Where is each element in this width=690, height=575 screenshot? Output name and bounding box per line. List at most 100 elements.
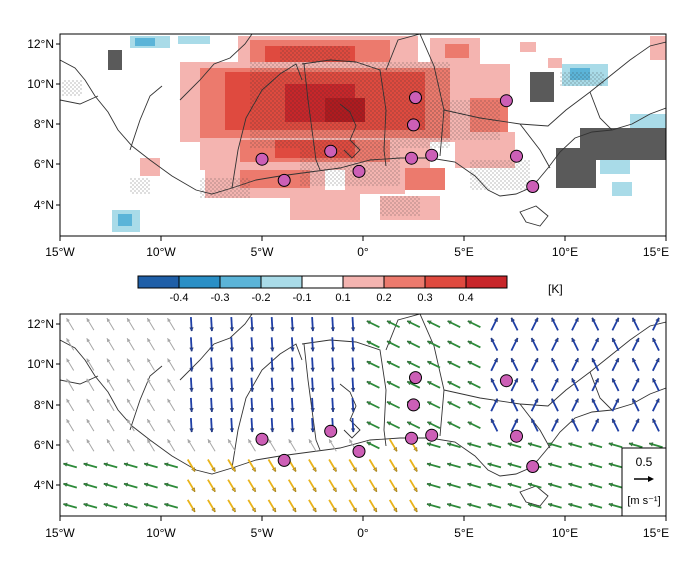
reference-vector-value: 0.5 [636,455,653,469]
wind-vector-head [189,347,194,352]
wind-vector-head [366,421,372,426]
wind-vector-head [127,358,131,363]
wind-vector-head [527,502,533,508]
wind-vector-head [366,320,372,325]
colorbar: -0.4 -0.3 -0.2 -0.1 0.1 0.2 0.3 0.4 [K] [137,275,563,304]
colorbar-boxes [137,275,508,289]
wind-vector-head [66,398,70,403]
wind-vector-head [406,340,412,345]
wind-vector-head [554,378,559,383]
wind-vector-head [86,358,91,363]
wind-vector-head [554,337,559,343]
top-lat-label-6n: 6°N [34,157,54,171]
wind-vector-head [350,408,356,413]
colorbar-box [137,275,180,289]
wind-vector-head [608,502,613,508]
wind-vector-head [635,337,640,343]
wind-vector-head [406,320,412,325]
wind-vector-head [632,398,637,403]
wind-vector-head [288,439,293,444]
wind-vector-head [143,482,149,487]
wind-vector-head [426,442,432,447]
station-marker [510,149,523,163]
wind-vector-head [446,462,452,467]
wind-vector-head [292,467,297,472]
colorbar-box [301,275,344,289]
wind-vector-head [547,502,553,508]
wind-vector-head [270,367,275,372]
wind-vector-head [209,408,214,413]
wind-vector-head [127,378,131,383]
wind-vector-head [427,320,432,325]
wind-vector-head [571,337,576,343]
wind-vector-head [86,398,91,403]
wind-vector-head [63,462,68,467]
wind-vector-head [393,487,398,492]
wind-vector-head [551,357,556,363]
top-lon-label-0: 0° [357,245,369,259]
significance-stippling [62,46,604,216]
wind-vector-head [249,408,255,413]
station-marker [405,151,418,165]
wind-vector-head [547,482,553,487]
wind-vector-head [63,482,68,487]
wind-vector-head [290,428,295,433]
wind-vector-head [554,418,559,424]
wind-vector-head [127,439,131,444]
colorbar-tick-m01: -0.1 [293,292,312,304]
reference-vector-legend: 0.5 [m s⁻¹] [621,447,667,517]
wind-vector-head [511,317,515,323]
wind-vector-head [272,467,276,472]
wind-vector-head [229,367,235,372]
wind-vector-head [514,418,518,424]
wind-vector-head [467,442,472,447]
station-marker [405,431,418,445]
wind-vector-head [191,467,196,472]
wind-vector-head [209,428,214,433]
wind-vector-head [366,361,372,365]
top-lat-label-10n: 10°N [27,77,54,91]
bottom-lat-label-10n: 10°N [27,357,54,371]
wind-vector-head [447,381,452,386]
bottom-coastline [60,314,666,507]
wind-vector-head [386,381,392,386]
station-marker [324,424,338,438]
wind-vector-head [249,347,255,352]
wind-vector-head [467,462,472,467]
wind-vector-head [310,387,315,393]
wind-vector-head [209,347,214,352]
wind-vector-head [330,367,336,372]
wind-vector-head [547,442,553,447]
wind-vector-head [574,317,579,323]
wind-vector-head [310,428,315,433]
wind-vector-head [591,398,596,403]
wind-vector-head [292,487,297,492]
wind-vector-head [386,320,392,325]
station-marker [499,94,513,108]
wind-vector-head [272,507,276,513]
wind-vector-head [568,462,573,467]
wind-vector-head [413,487,418,492]
wind-vector-head [507,482,512,487]
wind-vector-head [127,419,131,424]
wind-vector-head [249,367,255,372]
wind-vector-head [231,487,236,492]
wind-vector-head [373,507,377,513]
wind-vector-head [447,320,452,325]
wind-vector-head [652,337,657,343]
wind-vector-head [209,327,214,332]
wind-vector-head [251,507,256,513]
wind-vector-head [490,337,495,343]
station-marker [526,460,540,473]
wind-vector-head [632,357,637,363]
wind-vector-head [330,387,336,393]
wind-vector-head [63,502,68,508]
missing-data [108,50,666,188]
station-marker [409,91,422,105]
wind-vector-head [332,467,337,472]
wind-vector-head [189,367,194,372]
bottom-map-background [60,314,666,516]
wind-vector-head [487,482,492,487]
wind-vector-head [446,482,452,487]
wind-vector-head [83,482,88,487]
